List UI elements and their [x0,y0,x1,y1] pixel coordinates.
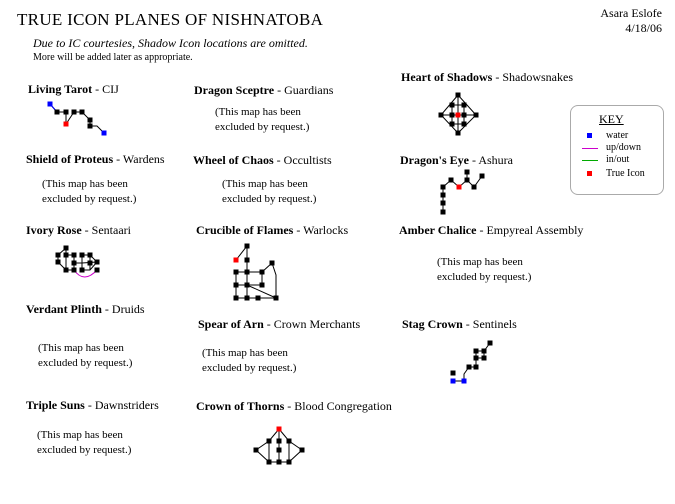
green-line-icon [582,156,598,164]
page-title: TRUE ICON PLANES OF NISHNATOBA [17,10,324,29]
excluded-note: (This map has been excluded by request.) [437,256,532,283]
plane-name: Crucible of Flames [196,223,294,237]
map-key: KEY water up/down in/out True Icon [570,105,664,195]
page-subtitle: Due to IC courtesies, Shadow Icon locati… [33,36,308,50]
plane-heading: Verdant Plinth - Druids [26,302,145,316]
author-block: Asara Eslofe 4/18/06 [600,6,662,36]
key-item: water [582,130,628,141]
key-item-label: in/out [606,154,630,165]
excluded-note: (This map has been excluded by request.) [222,178,317,205]
plane-heading: Heart of Shadows - Shadowsnakes [401,70,574,84]
key-item: in/out [582,154,629,165]
plane-group: Ashura [478,153,514,167]
plane-name: Verdant Plinth [26,302,102,316]
plane-group: Occultists [283,153,332,167]
plane-name: Amber Chalice [399,223,477,237]
plane-heading: Wheel of Chaos - Occultists [193,153,332,167]
plane-heading: Crucible of Flames - Warlocks [196,223,349,237]
plane-heading: Triple Suns - Dawnstriders [26,398,159,412]
page-note: More will be added later as appropriate. [33,52,193,63]
plane-name: Ivory Rose [26,223,82,237]
author-date: 4/18/06 [625,21,662,35]
excluded-note: (This map has been excluded by request.) [37,429,132,456]
plane-group: Dawnstriders [94,398,159,412]
plane-group: Warlocks [303,223,349,237]
plane-name: Shield of Proteus [26,152,114,166]
excluded-note: (This map has been excluded by request.) [215,106,310,133]
plane-name: Spear of Arn [198,317,264,331]
red-square-icon [582,170,598,178]
key-item-label: water [606,130,629,141]
key-item-label: up/down [606,142,641,153]
plane-group: CIJ [102,82,119,96]
plane-group: Blood Congregation [294,399,392,413]
key-item: True Icon [582,168,645,179]
plane-name: Dragon Sceptre [194,83,275,97]
plane-group: Sentaari [91,223,131,237]
plane-heading: Amber Chalice - Empyreal Assembly [399,223,584,237]
plane-name: Dragon's Eye [400,153,469,167]
plane-name: Stag Crown [402,317,463,331]
plane-heading: Crown of Thorns - Blood Congregation [196,399,392,413]
plane-heading: Ivory Rose - Sentaari [26,223,131,237]
plane-heading: Stag Crown - Sentinels [402,317,517,331]
plane-group: Crown Merchants [273,317,361,331]
excluded-note: (This map has been excluded by request.) [202,347,297,374]
blue-square-icon [582,132,598,140]
plane-heading: Spear of Arn - Crown Merchants [198,317,361,331]
plane-group: Sentinels [472,317,517,331]
key-item: up/down [582,142,641,153]
plane-name: Crown of Thorns [196,399,285,413]
plane-name: Triple Suns [26,398,85,412]
plane-heading: Living Tarot - CIJ [28,82,119,96]
plane-name: Heart of Shadows [401,70,493,84]
plane-heading: Shield of Proteus - Wardens [26,152,165,166]
purple-line-icon [582,144,598,152]
author-name: Asara Eslofe [600,6,662,20]
excluded-note: (This map has been excluded by request.) [42,178,137,205]
plane-name: Living Tarot [28,82,93,96]
plane-group: Wardens [122,152,165,166]
plane-name: Wheel of Chaos [193,153,274,167]
key-item-label: True Icon [606,168,645,179]
plane-group: Druids [111,302,145,316]
plane-group: Empyreal Assembly [486,223,584,237]
excluded-note: (This map has been excluded by request.) [38,342,133,369]
plane-group: Guardians [284,83,334,97]
plane-group: Shadowsnakes [502,70,574,84]
plane-heading: Dragon Sceptre - Guardians [194,83,334,97]
plane-heading: Dragon's Eye - Ashura [400,153,514,167]
key-title: KEY [599,112,624,126]
